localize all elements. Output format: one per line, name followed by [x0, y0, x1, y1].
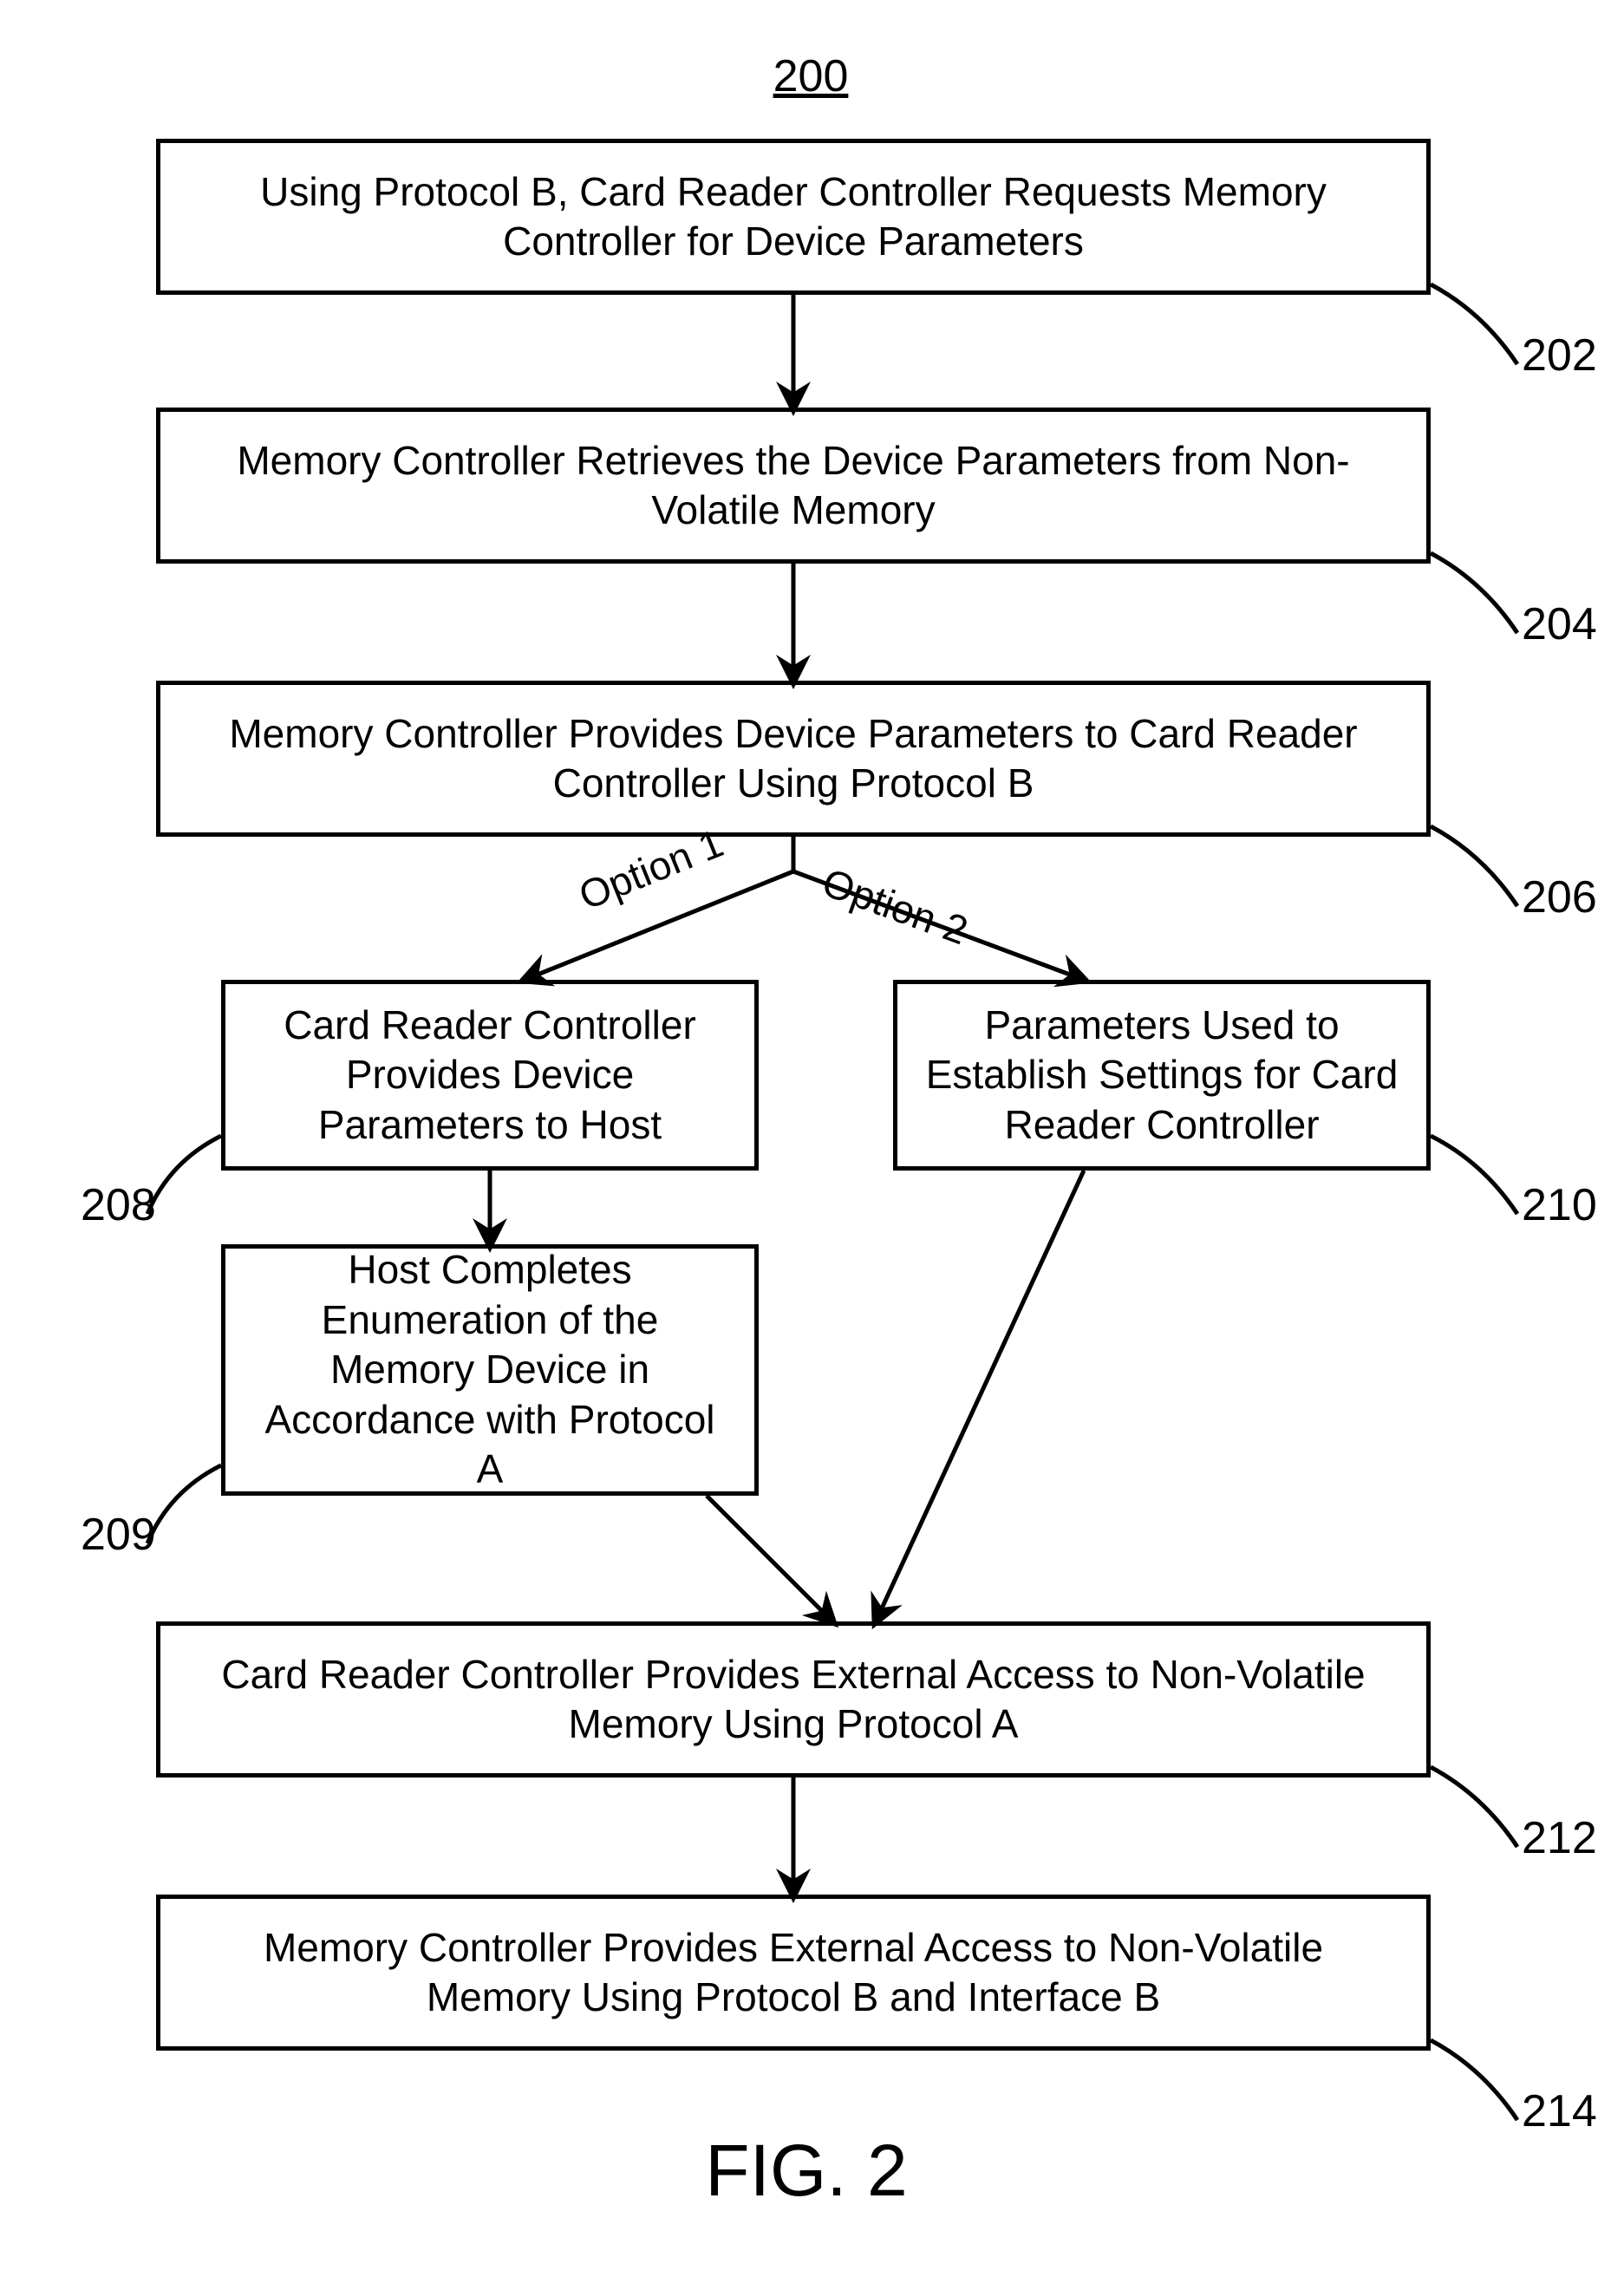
flow-box-214: Memory Controller Provides External Acce…	[156, 1895, 1431, 2051]
edge-label-option-2: Option 2	[817, 858, 975, 954]
flow-box-208: Card Reader Controller Provides Device P…	[221, 980, 759, 1171]
ref-206: 206	[1522, 871, 1597, 923]
figure-caption: FIG. 2	[633, 2129, 980, 2215]
flow-box-202: Using Protocol B, Card Reader Controller…	[156, 139, 1431, 295]
flow-box-204: Memory Controller Retrieves the Device P…	[156, 408, 1431, 564]
flow-box-210: Parameters Used to Establish Settings fo…	[893, 980, 1431, 1171]
ref-214: 214	[1522, 2085, 1597, 2137]
ref-208: 208	[81, 1179, 156, 1231]
ref-210: 210	[1522, 1179, 1597, 1231]
flow-box-206: Memory Controller Provides Device Parame…	[156, 681, 1431, 837]
flow-box-212: Card Reader Controller Provides External…	[156, 1621, 1431, 1778]
ref-204: 204	[1522, 598, 1597, 650]
flow-box-209: Host Completes Enumeration of the Memory…	[221, 1244, 759, 1496]
figure-number: 200	[746, 50, 876, 102]
ref-212: 212	[1522, 1812, 1597, 1864]
ref-202: 202	[1522, 329, 1597, 382]
ref-209: 209	[81, 1509, 156, 1561]
